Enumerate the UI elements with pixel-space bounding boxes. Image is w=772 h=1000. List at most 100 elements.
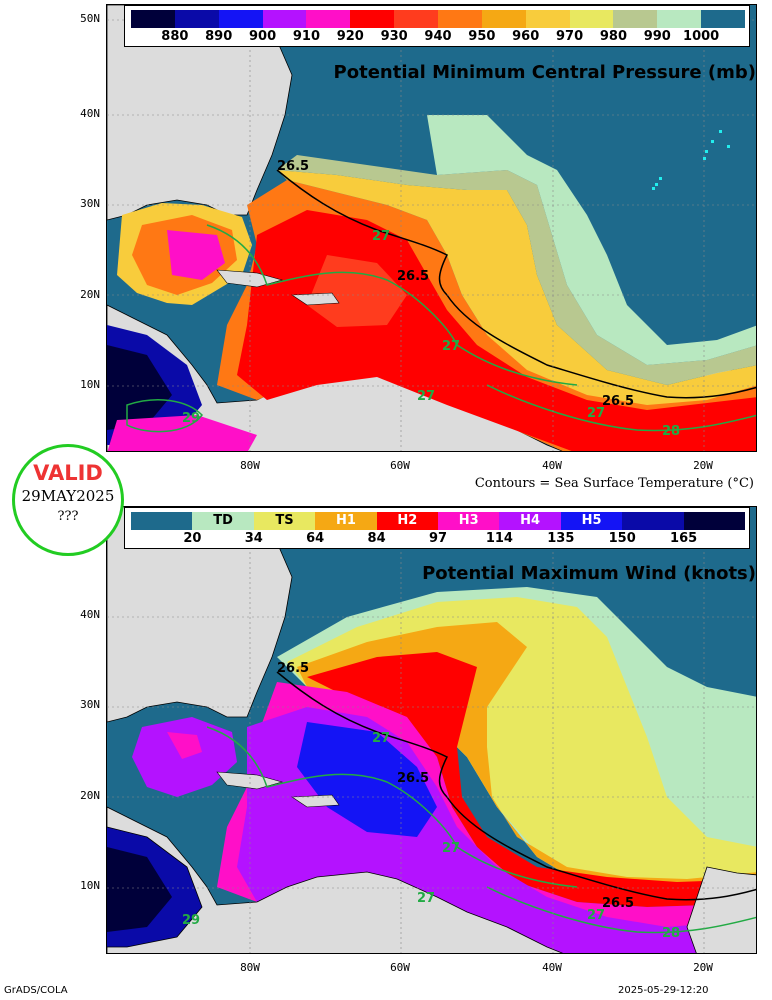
mint-band	[427, 115, 756, 365]
legend-swatch	[306, 10, 351, 28]
wind-map-panel: 26.5 26.5 26.5 27 27 27 27 28 29	[106, 506, 757, 954]
pressure-map-panel: 26.5 26.5 26.5 27 27 27 27 28 29	[106, 4, 757, 452]
legend-swatch	[525, 10, 570, 28]
wind-band-h2	[307, 652, 756, 907]
pressure-panel-title: Potential Minimum Central Pressure (mb)	[333, 62, 756, 83]
contour-label: 29	[182, 913, 200, 928]
contour-label: 26.5	[277, 159, 309, 174]
legend-label: 97	[428, 531, 448, 546]
wind-map: 26.5 26.5 26.5 27 27 27 27 28 29	[107, 507, 756, 953]
wind-legend-swatches: TD TS H1 H2 H3 H4 H5	[131, 512, 746, 530]
legend-swatch	[350, 10, 395, 28]
pressure-legend-labels: 880 890 900 910 920 930 940 950 960 970 980 990 1000	[131, 29, 745, 45]
valid-badge: VALID 29MAY2025 ???	[12, 444, 124, 556]
legend-swatch	[622, 512, 684, 530]
legend-label: 930	[380, 29, 408, 44]
legend-label: 165	[670, 531, 698, 546]
pale-band	[277, 155, 756, 385]
contour-label: 29	[182, 411, 200, 426]
legend-label: 960	[512, 29, 540, 44]
lat-label: 40N	[80, 608, 100, 621]
credit: GrADS/COLA	[4, 985, 68, 996]
legend-label: 880	[161, 29, 189, 44]
legend-swatch	[701, 10, 746, 28]
legend-swatch: H3	[438, 512, 500, 530]
contour-label: 27	[417, 389, 435, 404]
valid-date: 29MAY2025	[21, 487, 115, 505]
transition-band	[277, 170, 756, 405]
legend-swatch: H1	[315, 512, 377, 530]
lat-label: 40N	[80, 107, 100, 120]
legend-swatch: TD	[192, 512, 254, 530]
pacific-pink	[107, 415, 257, 451]
contours-note: Contours = Sea Surface Temperature (°C)	[474, 476, 754, 491]
contour-label: 27	[587, 908, 605, 923]
lon-label: 60W	[390, 961, 410, 974]
sst-contour-27	[206, 726, 578, 888]
island-hispaniola	[291, 292, 340, 306]
sst-contour-27	[206, 224, 578, 386]
wind-panel-title: Potential Maximum Wind (knots)	[422, 563, 756, 584]
sst-contour-28	[486, 384, 756, 432]
contour-label: 28	[662, 926, 680, 941]
lon-label: 60W	[390, 459, 410, 472]
legend-label: 114	[485, 531, 513, 546]
contour-label: 26.5	[602, 896, 634, 911]
wind-legend: TD TS H1 H2 H3 H4 H5 20 34 64 84 97 114 135 150 165	[124, 507, 750, 549]
lat-label: 10N	[80, 378, 100, 391]
contour-label: 26.5	[397, 269, 429, 284]
lon-label: 20W	[693, 459, 713, 472]
legend-swatch	[394, 10, 439, 28]
sst-contour-29	[126, 399, 203, 433]
legend-label: 900	[248, 29, 277, 44]
legend-swatch: TS	[253, 512, 316, 530]
contour-label: 27	[587, 406, 605, 421]
lon-label: 20W	[693, 961, 713, 974]
pressure-legend-swatches	[131, 10, 746, 28]
contour-label: 28	[662, 424, 680, 439]
lon-label: 40W	[542, 961, 562, 974]
contour-label: 27	[372, 731, 390, 746]
legend-swatch	[657, 10, 702, 28]
land-north-america	[107, 507, 293, 723]
legend-label: 990	[643, 29, 671, 44]
legend-swatch	[569, 10, 614, 28]
wind-gulf-core	[167, 732, 202, 759]
contour-label: 26.5	[602, 394, 634, 409]
legend-label: 135	[547, 531, 575, 546]
contour-label: 27	[372, 229, 390, 244]
lon-label: 40W	[542, 459, 562, 472]
legend-swatch	[683, 512, 746, 530]
contour-label: 26.5	[397, 771, 429, 786]
legend-label: 20	[183, 531, 202, 546]
legend-swatch: H4	[499, 512, 561, 530]
contour-label: 27	[442, 339, 460, 354]
pressure-legend: 880 890 900 910 920 930 940 950 960 970 980 990 1000	[124, 5, 750, 47]
legend-swatch	[131, 512, 193, 530]
legend-swatch	[438, 10, 482, 28]
legend-label: 890	[205, 29, 233, 44]
contour-label: 26.5	[277, 661, 309, 676]
legend-label: 980	[599, 29, 627, 44]
land-central-south-america	[107, 806, 564, 953]
legend-swatch	[481, 10, 526, 28]
valid-extra: ???	[57, 509, 79, 524]
island-hispaniola	[291, 794, 340, 808]
sst-contour-28	[486, 886, 756, 934]
legend-label: 34	[244, 531, 263, 546]
legend-swatch	[262, 10, 307, 28]
pressure-map: 26.5 26.5 26.5 27 27 27 27 28 29	[107, 5, 756, 451]
contour-label: 27	[442, 841, 460, 856]
azores-specks	[652, 130, 730, 190]
legend-label: 150	[608, 531, 636, 546]
legend-swatch	[613, 10, 658, 28]
lat-label: 10N	[80, 879, 100, 892]
legend-label: 84	[367, 531, 386, 546]
wind-band-h5	[297, 722, 437, 837]
legend-swatch: H5	[560, 512, 623, 530]
legend-label: 910	[292, 29, 320, 44]
legend-label: 920	[336, 29, 364, 44]
legend-label: 940	[424, 29, 452, 44]
legend-swatch	[218, 10, 263, 28]
gulf-core	[167, 230, 225, 280]
